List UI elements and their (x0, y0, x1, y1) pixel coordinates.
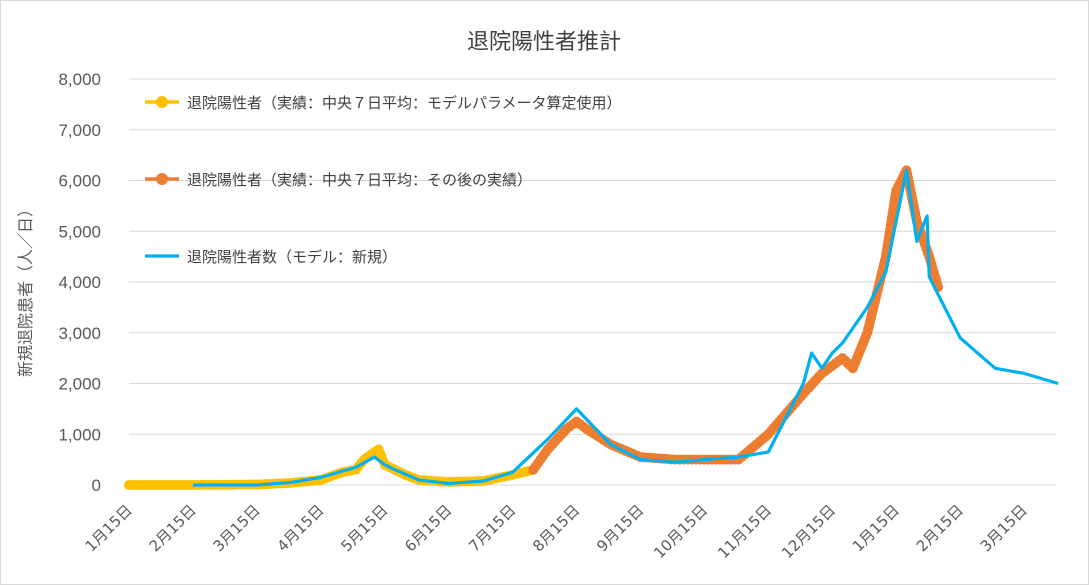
x-tick-label: 7月15日 (465, 501, 519, 555)
x-tick-label: 8月15日 (529, 501, 583, 555)
legend-marker (156, 96, 168, 108)
legend-label: 退院陽性者（実績：中央７日平均：その後の実績） (187, 171, 532, 189)
legend-item-3: 退院陽性者数（モデル：新規） (145, 248, 397, 266)
x-tick-label: 9月15日 (593, 501, 647, 555)
x-tick-label: 5月15日 (337, 501, 391, 555)
y-tick-label: 6,000 (58, 172, 101, 191)
series-3 (192, 168, 1059, 487)
x-axis-ticks: 1月15日 2月15日 3月15日 4月15日 5月15日 6月15日 7月15日 8月15日… (82, 501, 1031, 562)
chart-title: 退院陽性者推計 (467, 30, 621, 55)
legend-label: 退院陽性者（実績：中央７日平均：モデルパラメータ算定使用） (187, 94, 622, 112)
series-line (192, 168, 1059, 487)
x-tick-label: 10月15日 (650, 501, 711, 562)
x-tick-label: 11月15日 (714, 501, 775, 562)
series-2 (528, 165, 944, 475)
y-tick-label: 4,000 (58, 273, 101, 292)
legend-marker (156, 173, 168, 185)
y-tick-label: 1,000 (58, 425, 101, 444)
x-tick-label: 3月15日 (209, 501, 263, 555)
y-tick-label: 5,000 (58, 222, 101, 241)
x-tick-label: 1月15日 (849, 501, 903, 555)
y-tick-label: 8,000 (58, 70, 101, 89)
y-tick-label: 0 (92, 476, 101, 495)
grid-layer (129, 78, 1056, 486)
x-tick-label: 12月15日 (778, 501, 839, 562)
x-tick-label: 1月15日 (82, 501, 136, 555)
x-tick-label: 2月15日 (913, 501, 967, 555)
y-axis-label: 新規退院患者（人／日） (16, 201, 35, 377)
series-1 (124, 444, 539, 490)
x-tick-label: 4月15日 (273, 501, 327, 555)
legend-label: 退院陽性者数（モデル：新規） (187, 248, 397, 266)
x-tick-label: 2月15日 (146, 501, 200, 555)
x-tick-label: 3月15日 (977, 501, 1031, 555)
y-tick-label: 7,000 (58, 121, 101, 140)
legend: 退院陽性者（実績：中央７日平均：モデルパラメータ算定使用） 退院陽性者（実績：中央… (145, 94, 622, 266)
legend-item-2: 退院陽性者（実績：中央７日平均：その後の実績） (145, 171, 532, 189)
y-axis-ticks: 0 1,000 2,000 3,000 4,000 5,000 6,000 7,000 8,00… (58, 70, 101, 495)
y-tick-label: 2,000 (58, 375, 101, 394)
y-tick-label: 3,000 (58, 324, 101, 343)
legend-item-1: 退院陽性者（実績：中央７日平均：モデルパラメータ算定使用） (145, 94, 622, 112)
x-tick-label: 6月15日 (401, 501, 455, 555)
series-layer (124, 165, 1059, 490)
